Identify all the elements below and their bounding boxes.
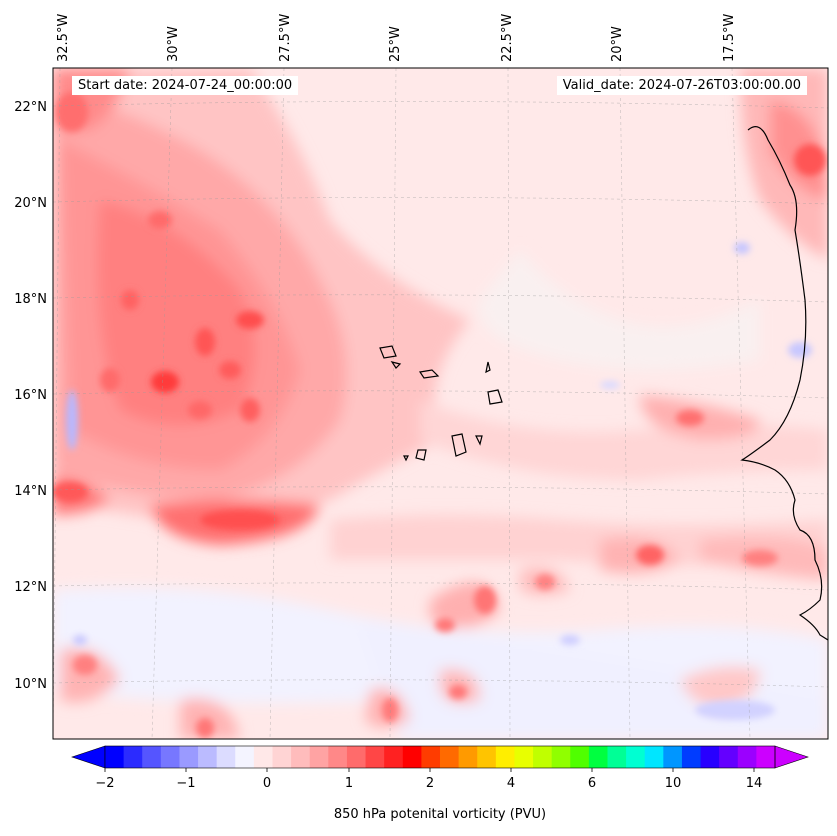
colorbar-cell <box>644 746 664 768</box>
colorbar-tick-label: 0 <box>263 776 271 791</box>
colorbar-tick-label: 6 <box>588 776 596 791</box>
lon-label: 17.5°W <box>722 14 737 62</box>
colorbar-cell <box>253 746 273 768</box>
map-frame <box>52 67 829 740</box>
colorbar-cell <box>570 746 590 768</box>
colorbar-cell <box>700 746 720 768</box>
colorbar-cell <box>179 746 199 768</box>
colorbar-tick-label: 10 <box>665 776 682 791</box>
cape-verde-island <box>390 361 402 369</box>
colorbar-cell <box>719 746 739 768</box>
africa-coastline <box>740 126 828 641</box>
colorbar: −2 −1 0 1 2 4 6 10 14 <box>71 745 809 791</box>
colorbar-ticks: −2 −1 0 1 2 4 6 10 14 <box>95 768 762 791</box>
colorbar-cell <box>440 746 460 768</box>
colorbar-frame <box>104 745 776 769</box>
start-date-label: Start date: 2024-07-24_00:00:00 <box>72 76 299 95</box>
lon-label: 25°W <box>388 26 403 62</box>
colorbar-cell <box>458 746 478 768</box>
colorbar-cell <box>607 746 627 768</box>
cape-verde-island <box>415 449 427 461</box>
colorbar-tick-label: −2 <box>95 776 114 791</box>
cape-verde-island <box>403 455 409 462</box>
lat-label: 12°N <box>14 580 47 595</box>
colorbar-cell <box>216 746 236 768</box>
colorbar-tick-label: 4 <box>507 776 515 791</box>
colorbar-cell <box>123 746 143 768</box>
colorbar-cell <box>402 746 422 768</box>
colorbar-cell <box>365 746 385 768</box>
lat-label: 14°N <box>14 484 47 499</box>
colorbar-cell <box>421 746 441 768</box>
colorbar-cell <box>328 746 348 768</box>
colorbar-cell <box>495 746 515 768</box>
lon-label: 30°W <box>166 26 181 62</box>
colorbar-cell <box>681 746 702 768</box>
colorbar-cell <box>756 746 776 768</box>
colorbar-cell <box>477 746 497 768</box>
colorbar-tick-label: 2 <box>426 776 434 791</box>
colorbar-cell <box>309 746 329 768</box>
colorbar-cell <box>346 746 367 768</box>
gridlines <box>53 68 828 739</box>
lat-label: 18°N <box>14 292 47 307</box>
colorbar-cell <box>737 746 757 768</box>
valid-date-label: Valid_date: 2024-07-26T03:00:00.00 <box>556 76 807 95</box>
pv-maxima <box>53 92 826 738</box>
colorbar-cell <box>160 746 180 768</box>
lat-label: 10°N <box>14 677 47 692</box>
coastlines <box>379 126 828 641</box>
map-panel <box>53 68 828 739</box>
lon-label: 32.5°W <box>56 14 71 62</box>
lat-label: 22°N <box>14 100 47 115</box>
colorbar-cell <box>663 746 683 768</box>
lon-label: 27.5°W <box>278 14 293 62</box>
cape-verde-island <box>487 389 503 405</box>
colorbar-cell <box>105 746 125 768</box>
colorbar-cell <box>291 746 311 768</box>
lat-label: 16°N <box>14 388 47 403</box>
colorbar-cell <box>533 746 553 768</box>
colorbar-cell <box>384 746 404 768</box>
lon-label: 20°W <box>610 26 625 62</box>
colorbar-cell <box>198 746 218 768</box>
colorbar-tick-label: −1 <box>176 776 195 791</box>
colorbar-cell <box>514 746 534 768</box>
colorbar-title: 850 hPa potenital vorticity (PVU) <box>333 807 547 822</box>
colorbar-tick-label: 1 <box>345 776 353 791</box>
longitude-labels: 32.5°W 30°W 27.5°W 25°W 22.5°W 20°W 17.5… <box>56 14 737 62</box>
colorbar-tick-label: 14 <box>746 776 763 791</box>
colorbar-cell <box>551 746 571 768</box>
lon-label: 22.5°W <box>500 14 515 62</box>
colorbar-cell <box>142 746 162 768</box>
colorbar-cell <box>272 746 292 768</box>
cape-verde-island <box>485 361 491 374</box>
cape-verde-island <box>418 369 440 379</box>
colorbar-cell <box>588 746 608 768</box>
lat-label: 20°N <box>14 196 47 211</box>
colorbar-under-arrow <box>71 745 106 769</box>
cape-verde-island <box>379 345 397 359</box>
colorbar-cell <box>235 746 255 768</box>
cape-verde-island <box>475 435 483 446</box>
colorbar-cell <box>626 746 646 768</box>
latitude-labels: 22°N 20°N 18°N 16°N 14°N 12°N 10°N <box>14 100 47 692</box>
cape-verde-island <box>451 433 467 457</box>
colorbar-over-arrow <box>774 745 809 769</box>
